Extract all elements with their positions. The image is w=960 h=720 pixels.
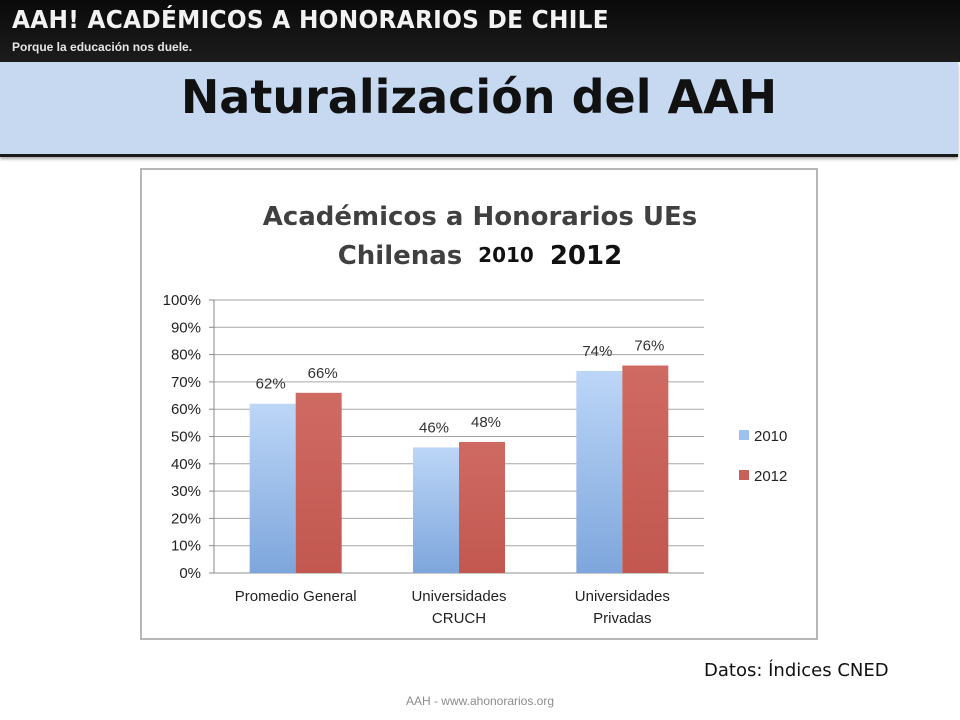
source-note: Datos: Índices CNED xyxy=(704,660,889,681)
y-tick-label: 100% xyxy=(163,292,201,309)
y-tick-label: 10% xyxy=(171,538,201,555)
category-label: Universidades xyxy=(575,588,670,605)
bar-2012-2 xyxy=(622,365,669,573)
banner-title: AAH! ACADÉMICOS A HONORARIOS DE CHILE xyxy=(12,5,609,34)
data-label: 74% xyxy=(582,343,612,360)
y-tick-label: 0% xyxy=(179,565,201,582)
y-tick-label: 70% xyxy=(171,374,201,391)
y-tick-label: 40% xyxy=(171,456,201,473)
data-label: 46% xyxy=(419,419,449,436)
chart-title-line-2: Chilenas xyxy=(338,241,463,271)
bar-2010-1 xyxy=(413,447,459,573)
data-label: 48% xyxy=(471,414,501,431)
legend-label: 2012 xyxy=(754,468,787,485)
chart-title-year-end: 2012 xyxy=(550,241,622,271)
legend-label: 2010 xyxy=(754,428,787,445)
chart-frame: Académicos a Honorarios UEs Chilenas 201… xyxy=(140,168,818,640)
category-label: Promedio General xyxy=(235,588,357,605)
y-tick-label: 20% xyxy=(171,510,201,527)
legend-swatch-2012 xyxy=(739,470,749,480)
y-tick-label: 50% xyxy=(171,429,201,446)
banner-subtitle: Porque la educación nos duele. xyxy=(12,40,193,54)
y-tick-label: 90% xyxy=(171,319,201,336)
data-label: 62% xyxy=(256,376,286,393)
y-tick-label: 80% xyxy=(171,347,201,364)
category-label: Privadas xyxy=(593,610,651,627)
y-tick-label: 30% xyxy=(171,483,201,500)
site-banner: AAH! ACADÉMICOS A HONORARIOS DE CHILE Po… xyxy=(0,0,960,62)
footer-url: AAH - www.ahonorarios.org xyxy=(405,694,555,708)
data-label: 76% xyxy=(634,338,664,355)
category-label: CRUCH xyxy=(432,610,486,627)
y-tick-label: 60% xyxy=(171,401,201,418)
slide-title: Naturalización del AAH xyxy=(180,70,778,124)
bar-chart: Académicos a Honorarios UEs Chilenas 201… xyxy=(163,202,788,627)
bar-2010-0 xyxy=(249,403,296,573)
chart-title-line-1: Académicos a Honorarios UEs xyxy=(263,202,698,232)
category-label: Universidades xyxy=(411,588,506,605)
slide-title-band: Naturalización del AAH xyxy=(0,62,958,157)
bar-2012-1 xyxy=(459,441,505,573)
legend-swatch-2010 xyxy=(739,430,749,440)
data-label: 66% xyxy=(308,365,338,382)
chart-title-year-start: 2010 xyxy=(478,243,534,267)
bar-2010-2 xyxy=(576,370,623,573)
bar-2012-0 xyxy=(295,392,342,573)
